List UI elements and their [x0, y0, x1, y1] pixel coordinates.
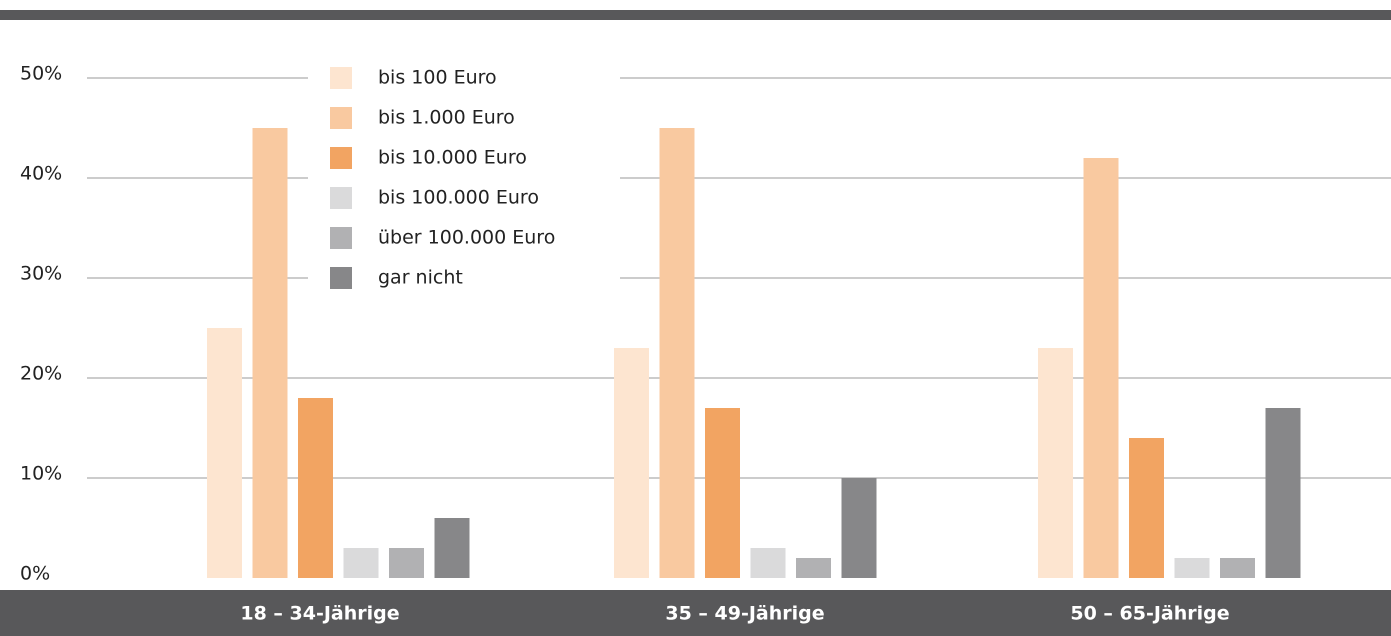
- legend-swatch: [330, 267, 352, 289]
- bar: [1220, 558, 1255, 578]
- bar: [750, 548, 786, 578]
- y-tick-label: 50%: [20, 63, 62, 85]
- bar: [1265, 408, 1301, 578]
- top-bar: [0, 10, 1391, 20]
- legend-label: bis 100 Euro: [378, 67, 497, 89]
- bar: [1129, 438, 1164, 578]
- bar: [796, 558, 831, 578]
- legend-label: bis 100.000 Euro: [378, 187, 539, 209]
- legend-swatch: [330, 67, 352, 89]
- bar: [434, 518, 470, 578]
- bar: [343, 548, 379, 578]
- x-tick-label: 35 – 49-Jährige: [665, 603, 824, 625]
- bar: [298, 398, 333, 578]
- bar: [705, 408, 740, 578]
- bar: [841, 478, 877, 578]
- bar: [207, 328, 242, 578]
- legend-swatch: [330, 227, 352, 249]
- y-tick-label: 0%: [20, 563, 50, 585]
- legend-bg: [308, 58, 620, 298]
- x-tick-label: 18 – 34-Jährige: [240, 603, 399, 625]
- bar: [614, 348, 649, 578]
- legend-label: bis 10.000 Euro: [378, 147, 527, 169]
- y-tick-label: 20%: [20, 363, 62, 385]
- y-tick-label: 30%: [20, 263, 62, 285]
- bar: [1038, 348, 1073, 578]
- bar: [659, 128, 695, 578]
- y-tick-label: 40%: [20, 163, 62, 185]
- legend-swatch: [330, 187, 352, 209]
- bar: [389, 548, 424, 578]
- legend-swatch: [330, 107, 352, 129]
- legend-label: bis 1.000 Euro: [378, 107, 515, 129]
- legend-label: gar nicht: [378, 267, 463, 289]
- bar: [1083, 158, 1119, 578]
- y-tick-label: 10%: [20, 463, 62, 485]
- bar: [252, 128, 288, 578]
- bar: [1174, 558, 1210, 578]
- legend-label: über 100.000 Euro: [378, 227, 555, 249]
- x-tick-label: 50 – 65-Jährige: [1070, 603, 1229, 625]
- legend-swatch: [330, 147, 352, 169]
- category-band: [0, 590, 1391, 636]
